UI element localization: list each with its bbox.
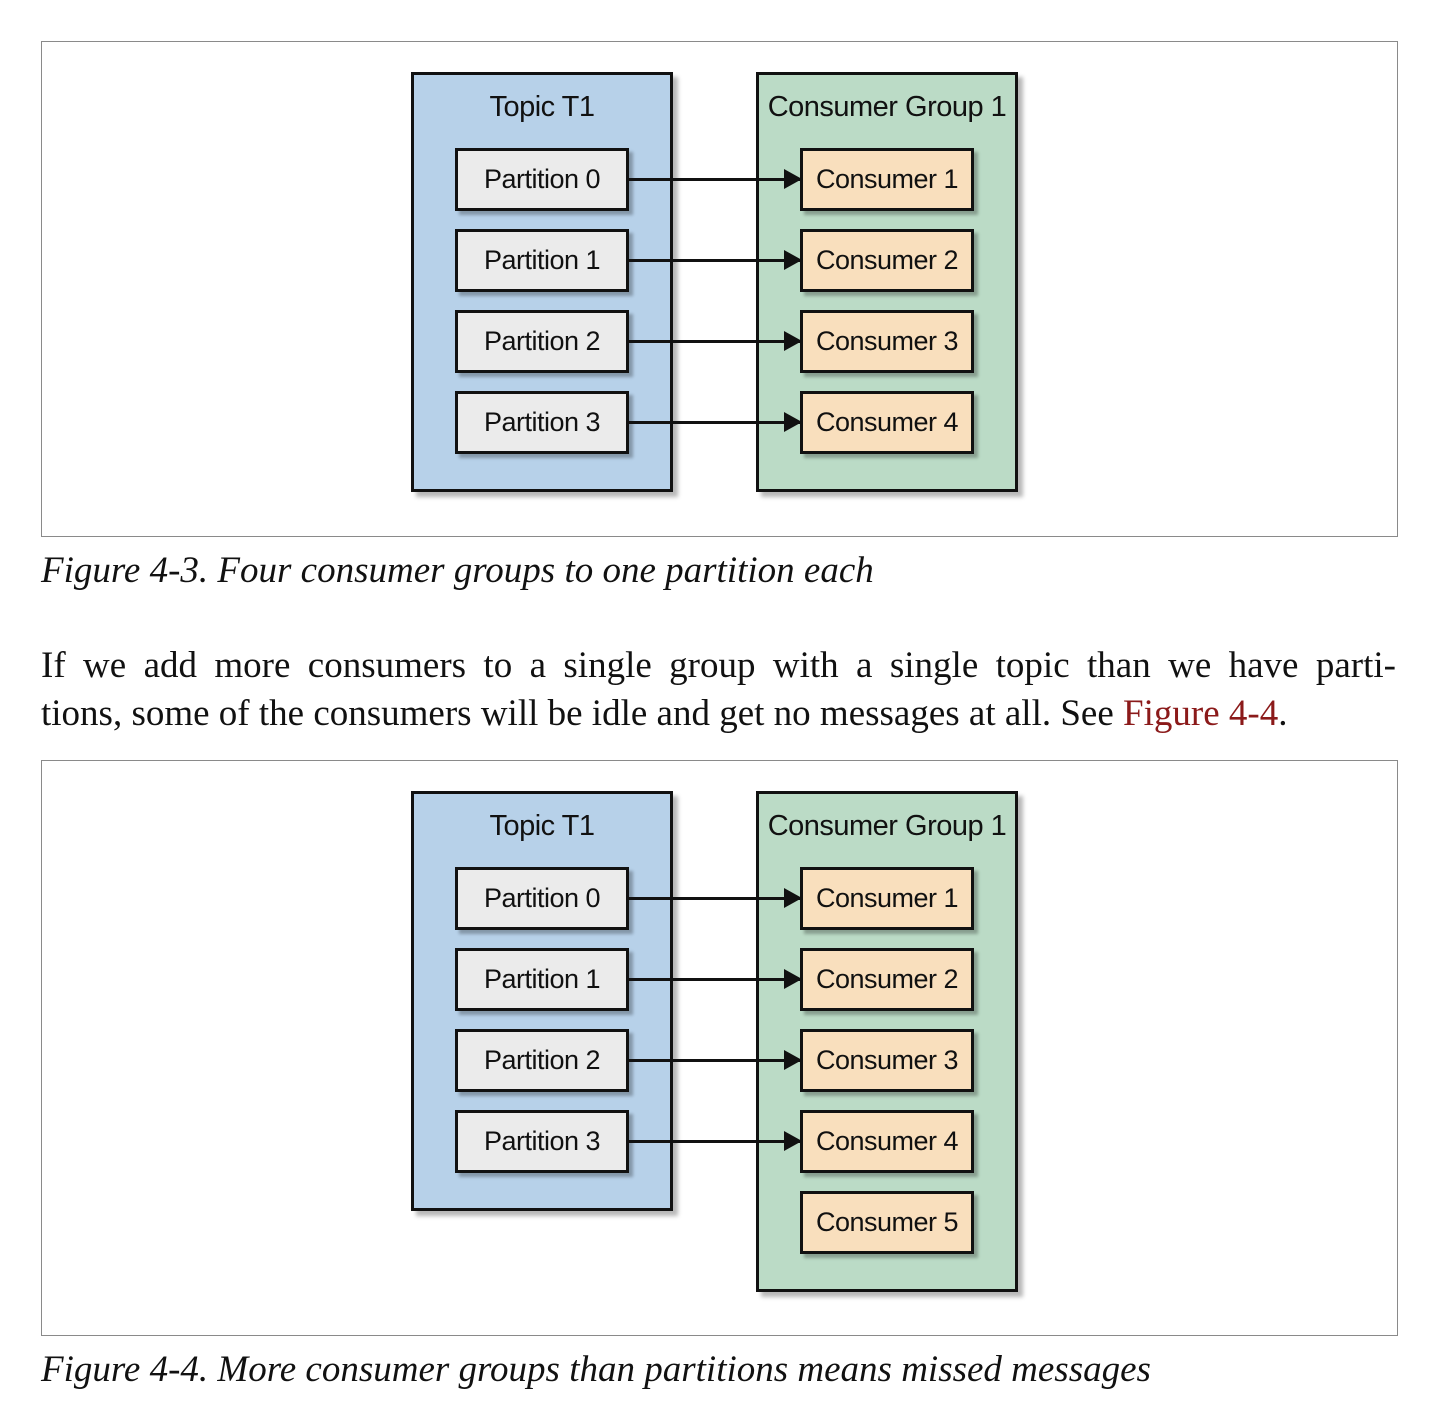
consumer-box: Consumer 1 <box>800 148 974 211</box>
partition-box: Partition 3 <box>455 1110 629 1173</box>
figure-4-4-caption: Figure 4-4. More consumer groups than pa… <box>41 1349 1151 1390</box>
partition-box: Partition 2 <box>455 1029 629 1092</box>
paragraph-line-1: If we add more consumers to a single gro… <box>41 645 1396 686</box>
figure-4-3-caption: Figure 4-3. Four consumer groups to one … <box>41 550 874 591</box>
topic-title: Topic T1 <box>489 810 595 842</box>
assignment-arrow <box>629 1050 802 1070</box>
assignment-arrow <box>629 412 802 432</box>
paragraph-line-2-text: tions, some of the consumers will be idl… <box>41 693 1124 734</box>
partition-box: Partition 2 <box>455 310 629 373</box>
assignment-arrow <box>629 331 802 351</box>
figure-4-4-link[interactable]: Figure 4-4 <box>1123 693 1279 734</box>
partition-box: Partition 1 <box>455 948 629 1011</box>
partition-box: Partition 0 <box>455 148 629 211</box>
figure-4-4-frame: Topic T1 Consumer Group 1 Partition 0 Parti… <box>41 760 1398 1336</box>
consumer-box: Consumer 4 <box>800 1110 974 1173</box>
paragraph-line-2-end: . <box>1278 693 1288 734</box>
partition-box: Partition 1 <box>455 229 629 292</box>
assignment-arrow <box>629 1131 802 1151</box>
consumer-box: Consumer 2 <box>800 229 974 292</box>
consumer-box: Consumer 3 <box>800 310 974 373</box>
consumer-group-title: Consumer Group 1 <box>767 91 1007 123</box>
consumer-box: Consumer 2 <box>800 948 974 1011</box>
assignment-arrow <box>629 969 802 989</box>
consumer-box: Consumer 3 <box>800 1029 974 1092</box>
paragraph-line-2: tions, some of the consumers will be idl… <box>41 690 1396 738</box>
assignment-arrow <box>629 250 802 270</box>
assignment-arrow <box>629 169 802 189</box>
consumer-box: Consumer 4 <box>800 391 974 454</box>
assignment-arrow <box>629 888 802 908</box>
topic-title: Topic T1 <box>489 91 595 123</box>
partition-box: Partition 0 <box>455 867 629 930</box>
consumer-box: Consumer 1 <box>800 867 974 930</box>
partition-box: Partition 3 <box>455 391 629 454</box>
consumer-group-title: Consumer Group 1 <box>767 810 1007 842</box>
consumer-box: Consumer 5 <box>800 1191 974 1254</box>
figure-4-3-frame: Topic T1 Consumer Group 1 Partition 0 Parti… <box>41 41 1398 537</box>
body-paragraph: If we add more consumers to a single gro… <box>41 642 1396 738</box>
